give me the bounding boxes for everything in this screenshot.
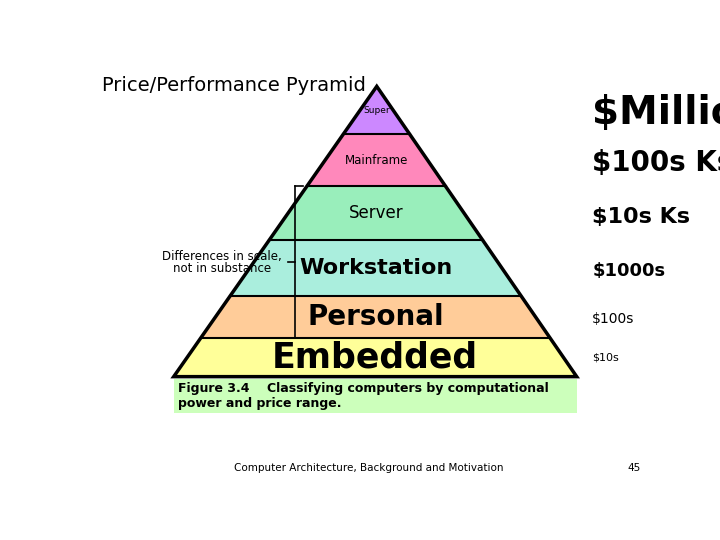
Polygon shape [201, 296, 550, 338]
FancyBboxPatch shape [174, 379, 577, 413]
Text: Figure 3.4    Classifying computers by computational
power and price range.: Figure 3.4 Classifying computers by comp… [179, 382, 549, 410]
Polygon shape [269, 186, 483, 240]
Polygon shape [307, 134, 446, 186]
Text: not in substance: not in substance [173, 262, 271, 275]
Text: Computer Architecture, Background and Motivation: Computer Architecture, Background and Mo… [234, 463, 504, 473]
Text: Personal: Personal [307, 303, 444, 331]
Polygon shape [343, 86, 410, 134]
Text: $10s Ks: $10s Ks [593, 207, 690, 227]
Text: Workstation: Workstation [299, 258, 452, 278]
Text: Server: Server [348, 205, 403, 222]
Polygon shape [230, 240, 521, 296]
Text: Price/Performance Pyramid: Price/Performance Pyramid [102, 76, 366, 96]
Text: $1000s: $1000s [593, 262, 665, 280]
Text: Super: Super [364, 106, 390, 114]
Text: Embedded: Embedded [272, 340, 478, 374]
Text: $100s Ks: $100s Ks [593, 150, 720, 177]
Text: 45: 45 [627, 463, 640, 473]
Text: $10s: $10s [593, 353, 619, 362]
Text: Mainframe: Mainframe [345, 154, 408, 167]
Text: $100s: $100s [593, 312, 634, 326]
Text: Differences in scale,: Differences in scale, [162, 249, 282, 262]
Text: $Millions: $Millions [593, 93, 720, 132]
Polygon shape [174, 338, 577, 377]
